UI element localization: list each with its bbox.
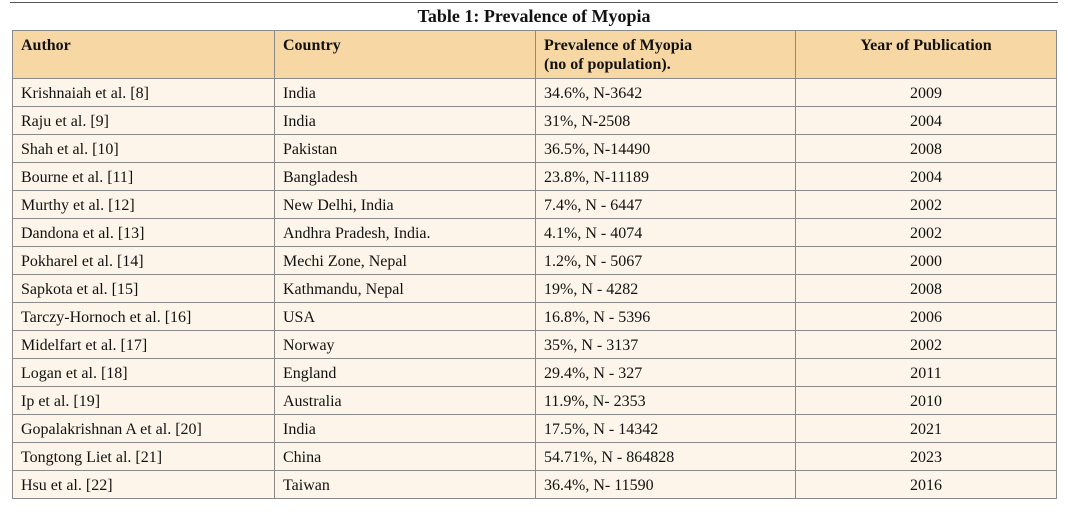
cell-prevalence: 7.4%, N - 6447 — [535, 190, 796, 219]
cell-year: 2010 — [795, 386, 1057, 415]
table-row: Gopalakrishnan A et al. [20] India 17.5%, … — [12, 414, 1057, 443]
cell-year: 2002 — [795, 190, 1057, 219]
cell-author: Midelfart et al. [17] — [12, 330, 275, 359]
cell-country: Mechi Zone, Nepal — [274, 246, 536, 275]
cell-country: Norway — [274, 330, 536, 359]
cell-prevalence: 54.71%, N - 864828 — [535, 442, 796, 471]
cell-year: 2008 — [795, 274, 1057, 303]
cell-year: 2000 — [795, 246, 1057, 275]
table-row: Sapkota et al. [15] Kathmandu, Nepal 19%, … — [12, 274, 1057, 303]
table-row: Krishnaiah et al. [8] India 34.6%, N-3642 2… — [12, 78, 1057, 107]
cell-author: Shah et al. [10] — [12, 134, 275, 163]
cell-author: Tarczy-Hornoch et al. [16] — [12, 302, 275, 331]
cell-country: Bangladesh — [274, 162, 536, 191]
header-year: Year of Publication — [795, 30, 1057, 79]
table-row: Shah et al. [10] Pakistan 36.5%, N-14490 20… — [12, 134, 1057, 163]
cell-year: 2011 — [795, 358, 1057, 387]
table-row: Tarczy-Hornoch et al. [16] USA 16.8%, N - … — [12, 302, 1057, 331]
cell-author: Logan et al. [18] — [12, 358, 275, 387]
cell-author: Gopalakrishnan A et al. [20] — [12, 414, 275, 443]
cell-author: Bourne et al. [11] — [12, 162, 275, 191]
cell-country: Australia — [274, 386, 536, 415]
header-prevalence-line2: (no of population). — [544, 56, 671, 73]
header-prevalence-line1: Prevalence of Myopia — [544, 37, 693, 54]
table-row: Pokharel et al. [14] Mechi Zone, Nepal 1.2… — [12, 246, 1057, 275]
cell-author: Pokharel et al. [14] — [12, 246, 275, 275]
cell-year: 2021 — [795, 414, 1057, 443]
table-row: Raju et al. [9] India 31%, N-2508 2004 — [12, 106, 1057, 135]
top-rule — [10, 2, 1058, 3]
table-row: Murthy et al. [12] New Delhi, India 7.4%, … — [12, 190, 1057, 219]
cell-author: Sapkota et al. [15] — [12, 274, 275, 303]
cell-country: India — [274, 106, 536, 135]
cell-country: New Delhi, India — [274, 190, 536, 219]
table-row: Hsu et al. [22] Taiwan 36.4%, N- 11590 2016 — [12, 470, 1057, 499]
cell-prevalence: 36.4%, N- 11590 — [535, 470, 796, 499]
header-prevalence: Prevalence of Myopia (no of population). — [535, 30, 796, 79]
cell-prevalence: 23.8%, N-11189 — [535, 162, 796, 191]
cell-country: Pakistan — [274, 134, 536, 163]
cell-prevalence: 34.6%, N-3642 — [535, 78, 796, 107]
cell-country: India — [274, 414, 536, 443]
cell-country: Taiwan — [274, 470, 536, 499]
header-author: Author — [12, 30, 275, 79]
cell-country: China — [274, 442, 536, 471]
cell-prevalence: 1.2%, N - 5067 — [535, 246, 796, 275]
cell-year: 2002 — [795, 218, 1057, 247]
cell-year: 2002 — [795, 330, 1057, 359]
cell-author: Dandona et al. [13] — [12, 218, 275, 247]
table-row: Ip et al. [19] Australia 11.9%, N- 2353 201… — [12, 386, 1057, 415]
cell-author: Krishnaiah et al. [8] — [12, 78, 275, 107]
header-country: Country — [274, 30, 536, 79]
cell-prevalence: 35%, N - 3137 — [535, 330, 796, 359]
table-row: Bourne et al. [11] Bangladesh 23.8%, N-111… — [12, 162, 1057, 191]
cell-author: Murthy et al. [12] — [12, 190, 275, 219]
cell-country: Kathmandu, Nepal — [274, 274, 536, 303]
cell-year: 2009 — [795, 78, 1057, 107]
cell-prevalence: 4.1%, N - 4074 — [535, 218, 796, 247]
cell-year: 2004 — [795, 162, 1057, 191]
cell-country: Andhra Pradesh, India. — [274, 218, 536, 247]
cell-author: Tongtong Liet al. [21] — [12, 442, 275, 471]
cell-author: Hsu et al. [22] — [12, 470, 275, 499]
cell-prevalence: 29.4%, N - 327 — [535, 358, 796, 387]
table-row: Tongtong Liet al. [21] China 54.71%, N - 8… — [12, 442, 1057, 471]
cell-country: USA — [274, 302, 536, 331]
cell-country: England — [274, 358, 536, 387]
cell-country: India — [274, 78, 536, 107]
cell-prevalence: 11.9%, N- 2353 — [535, 386, 796, 415]
cell-author: Ip et al. [19] — [12, 386, 275, 415]
cell-year: 2016 — [795, 470, 1057, 499]
cell-prevalence: 17.5%, N - 14342 — [535, 414, 796, 443]
cell-author: Raju et al. [9] — [12, 106, 275, 135]
cell-prevalence: 31%, N-2508 — [535, 106, 796, 135]
table-header-row: Author Country Prevalence of Myopia (no … — [12, 30, 1057, 79]
table-body: Krishnaiah et al. [8] India 34.6%, N-3642 2… — [12, 78, 1057, 499]
cell-year: 2004 — [795, 106, 1057, 135]
table-caption: Table 1: Prevalence of Myopia — [417, 6, 651, 26]
cell-year: 2008 — [795, 134, 1057, 163]
cell-year: 2023 — [795, 442, 1057, 471]
cell-prevalence: 19%, N - 4282 — [535, 274, 796, 303]
table-row: Dandona et al. [13] Andhra Pradesh, India… — [12, 218, 1057, 247]
table-row: Logan et al. [18] England 29.4%, N - 327 20… — [12, 358, 1057, 387]
cell-prevalence: 36.5%, N-14490 — [535, 134, 796, 163]
myopia-prevalence-table: Author Country Prevalence of Myopia (no … — [12, 30, 1057, 499]
cell-year: 2006 — [795, 302, 1057, 331]
table-row: Midelfart et al. [17] Norway 35%, N - 3137… — [12, 330, 1057, 359]
cell-prevalence: 16.8%, N - 5396 — [535, 302, 796, 331]
